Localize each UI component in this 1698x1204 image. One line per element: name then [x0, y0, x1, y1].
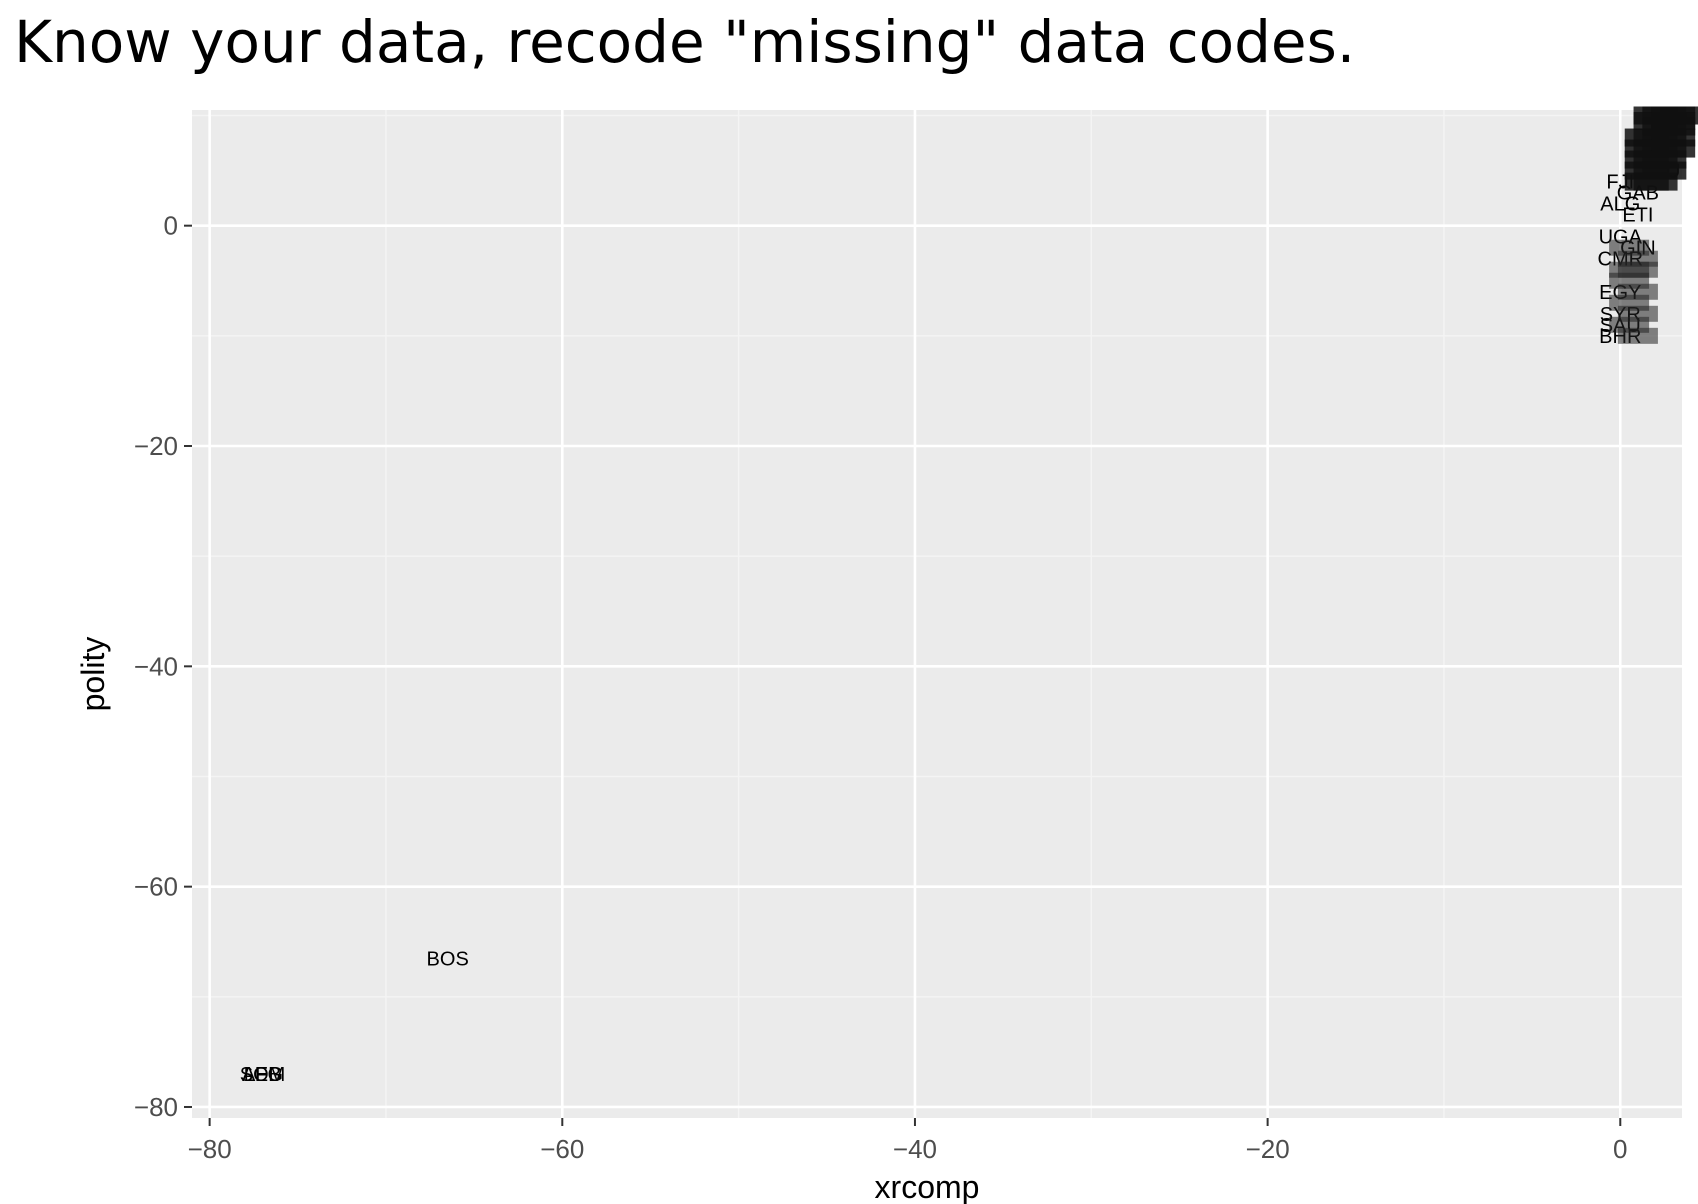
y-axis-label: polity: [75, 637, 111, 712]
overlapping-point-labels: [1633, 172, 1678, 191]
plot-panel: [192, 110, 1682, 1118]
point-label: LEB: [244, 1064, 282, 1086]
overlapping-point-labels: [1617, 327, 1658, 344]
x-axis-label: xrcomp: [875, 1169, 980, 1204]
data-points: BOSSOMLEBAFGFJIALGGABETIUUGAGINCMREGYSYR…: [240, 106, 1698, 1086]
x-tick-label: −80: [188, 1134, 232, 1164]
y-tick-label: −20: [134, 431, 178, 461]
point-label: AFG: [242, 1064, 283, 1086]
x-tick-label: −60: [540, 1134, 584, 1164]
x-tick-label: −40: [893, 1134, 937, 1164]
point-label: BOS: [427, 948, 469, 970]
axis-ticks: [184, 224, 1622, 1126]
y-tick-label: −60: [134, 872, 178, 902]
y-tick-label: −40: [134, 651, 178, 681]
major-gridlines: [192, 110, 1682, 1118]
minor-gridlines: [192, 110, 1682, 1118]
y-tick-label: −80: [134, 1092, 178, 1122]
x-tick-label: −20: [1246, 1134, 1290, 1164]
point-label: SOM: [240, 1064, 286, 1086]
point-label: ALG: [1600, 194, 1640, 216]
axis-tick-labels: −80 −60 −40 −20 0 0 −20 −40 −60 −80: [134, 211, 1628, 1164]
y-tick-label: 0: [164, 211, 178, 241]
point-label: ETI: [1622, 205, 1653, 227]
slide-title: Know your data, recode "missing" data co…: [14, 8, 1356, 76]
x-tick-label: 0: [1613, 1134, 1627, 1164]
